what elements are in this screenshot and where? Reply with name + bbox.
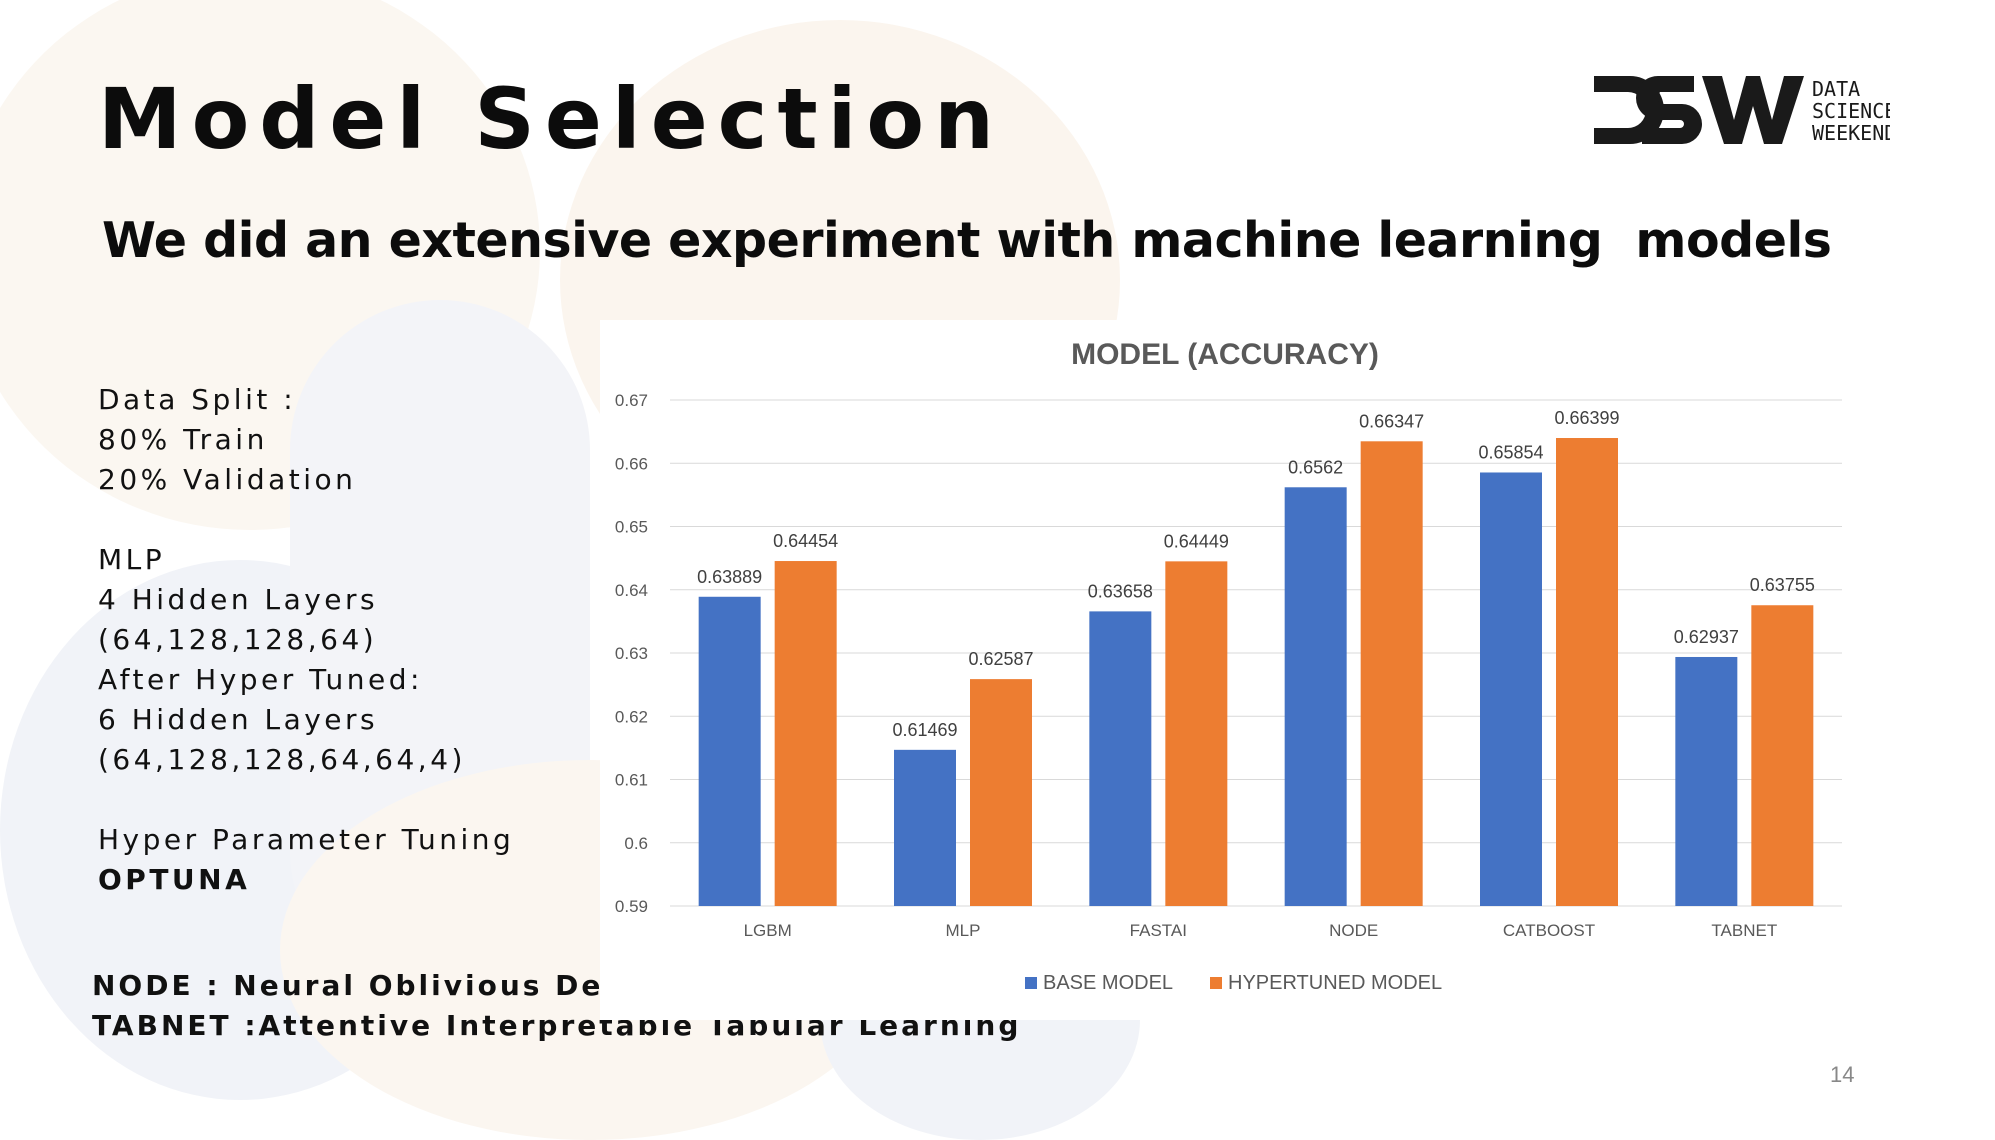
legend-swatch	[1210, 977, 1222, 989]
bar-hypertuned-model	[1751, 605, 1814, 906]
slide-title: Model Selection	[98, 70, 1004, 168]
accuracy-bar-chart: MODEL (ACCURACY) 0.59 0.6 0.61 0.62 0.63 0.64 0…	[615, 338, 1842, 994]
data-label: 0.65854	[1478, 442, 1543, 462]
x-tick-label: MLP	[946, 921, 981, 940]
hpt-tool: OPTUNA	[98, 863, 251, 896]
bar-base-model	[698, 596, 761, 906]
y-tick-label: 0.6	[624, 834, 648, 853]
data-label: 0.62587	[968, 649, 1033, 669]
slide-subtitle: We did an extensive experiment with mach…	[102, 212, 1832, 269]
spacer	[98, 780, 514, 820]
data-label: 0.6562	[1288, 457, 1343, 477]
bar-hypertuned-model	[970, 679, 1032, 906]
logo-line-data: DATA	[1812, 77, 1860, 101]
y-tick-label: 0.66	[615, 454, 648, 473]
notes-panel: Data Split : 80% Train 20% Validation ML…	[98, 380, 514, 900]
data-label: 0.61469	[892, 720, 957, 740]
train-split: 80% Train	[98, 423, 268, 456]
mlp-layers: 4 Hidden Layers	[98, 583, 379, 616]
dsw-logo-mark	[1594, 76, 1804, 144]
after-tuned-label: After Hyper Tuned:	[98, 663, 423, 696]
x-tick-label: FASTAI	[1130, 921, 1187, 940]
data-label: 0.64449	[1164, 531, 1229, 551]
chart-title: MODEL (ACCURACY)	[1071, 338, 1379, 371]
chart-container: MODEL (ACCURACY) 0.59 0.6 0.61 0.62 0.63 0.64 0…	[600, 320, 1850, 1020]
data-label: 0.66347	[1359, 411, 1424, 431]
mlp-shape: (64,128,128,64)	[98, 623, 378, 656]
data-label: 0.66399	[1554, 408, 1619, 428]
data-split-label: Data Split :	[98, 383, 297, 416]
tuned-shape: (64,128,128,64,64,4)	[98, 743, 466, 776]
dsw-logo: DATA SCIENCE WEEKEND	[1594, 76, 1890, 145]
data-label: 0.63889	[697, 567, 762, 587]
x-tick-label: LGBM	[744, 921, 792, 940]
data-label: 0.63658	[1088, 581, 1153, 601]
tuned-layers: 6 Hidden Layers	[98, 703, 379, 736]
legend-label: HYPERTUNED MODEL	[1228, 972, 1442, 994]
page-number: 14	[1830, 1062, 1855, 1087]
validation-split: 20% Validation	[98, 463, 357, 496]
bar-base-model	[1089, 611, 1152, 906]
data-label: 0.64454	[773, 531, 838, 551]
hpt-label: Hyper Parameter Tuning	[98, 823, 515, 856]
bar-base-model	[1284, 487, 1347, 906]
x-tick-label: CATBOOST	[1503, 921, 1595, 940]
bar-hypertuned-model	[774, 561, 837, 906]
y-tick-label: 0.64	[615, 581, 648, 600]
spacer	[98, 500, 514, 540]
bar-hypertuned-model	[1165, 561, 1228, 906]
y-tick-label: 0.59	[615, 897, 648, 916]
legend-label: BASE MODEL	[1043, 972, 1173, 994]
bar-base-model	[894, 749, 956, 906]
x-tick-label: TABNET	[1711, 921, 1777, 940]
logo-line-weekend: WEEKEND	[1812, 121, 1890, 145]
bar-hypertuned-model	[1556, 438, 1618, 906]
y-tick-label: 0.67	[615, 391, 648, 410]
legend-swatch	[1025, 977, 1037, 989]
y-tick-label: 0.65	[615, 518, 648, 537]
y-tick-label: 0.61	[615, 771, 648, 790]
bar-hypertuned-model	[1360, 441, 1423, 906]
data-label: 0.63755	[1750, 575, 1815, 595]
data-label: 0.62937	[1674, 627, 1739, 647]
logo-line-science: SCIENCE	[1812, 99, 1890, 123]
y-tick-label: 0.63	[615, 644, 648, 663]
y-tick-label: 0.62	[615, 707, 648, 726]
x-tick-label: NODE	[1329, 921, 1378, 940]
mlp-label: MLP	[98, 543, 166, 576]
bar-base-model	[1480, 472, 1542, 906]
bar-base-model	[1675, 656, 1738, 906]
